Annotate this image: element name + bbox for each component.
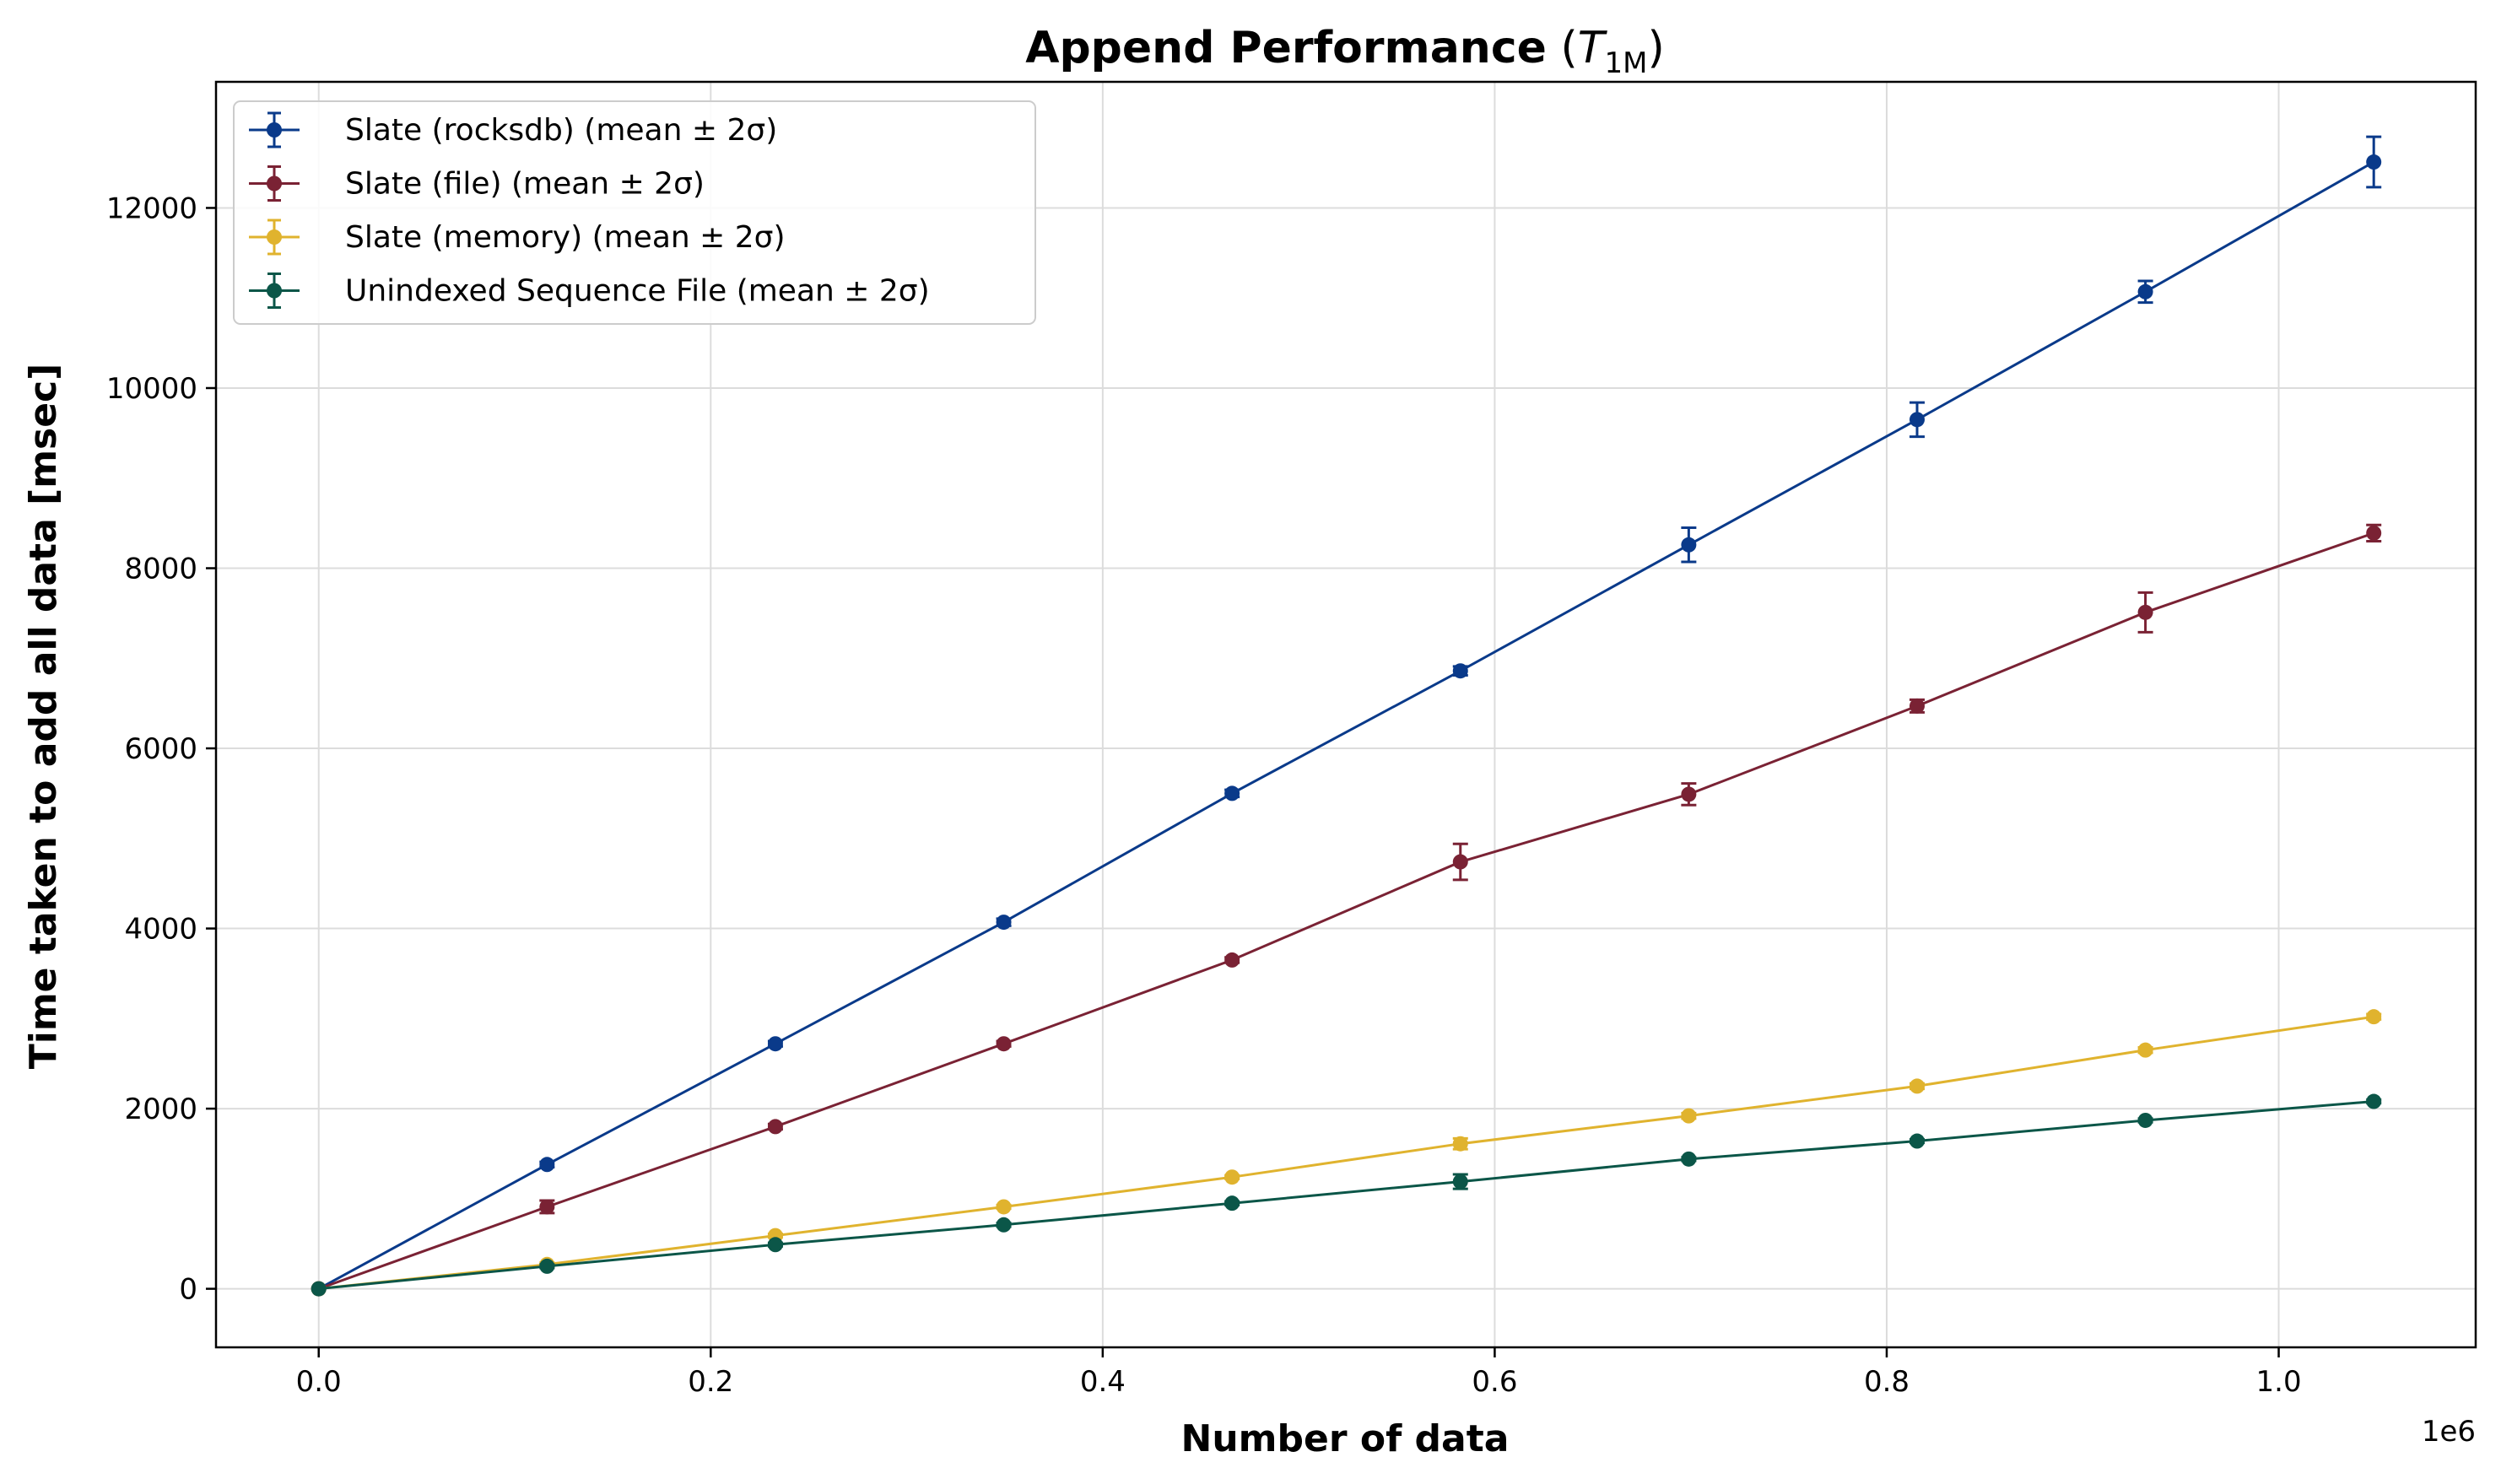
legend-box xyxy=(233,100,1036,325)
data-point xyxy=(1681,1108,1697,1124)
legend-item-1: Slate (rocksdb) (mean ± 2σ) xyxy=(249,111,777,148)
series-2 xyxy=(311,523,2382,1297)
data-point xyxy=(2366,1093,2382,1109)
data-point xyxy=(2366,525,2382,541)
series-line xyxy=(317,160,2374,1290)
y-tick-label: 10000 xyxy=(106,372,197,406)
data-point xyxy=(2137,1042,2153,1058)
data-point xyxy=(2137,604,2153,620)
legend-label: Slate (rocksdb) (mean ± 2σ) xyxy=(345,113,777,148)
data-point xyxy=(1224,785,1240,801)
legend-label: Slate (file) (mean ± 2σ) xyxy=(345,167,705,202)
data-point xyxy=(1452,854,1468,870)
series-4 xyxy=(311,1093,2382,1297)
x-tick-label: 0.6 xyxy=(1472,1365,1517,1399)
axis-ticks: 0.0 0.2 0.4 0.6 0.8 1.0 0 2000 4000 6000 8000 10000… xyxy=(106,192,2302,1399)
data-point xyxy=(311,1281,327,1297)
data-point xyxy=(2366,1009,2382,1025)
legend-label: Unindexed Sequence File (mean ± 2σ) xyxy=(345,274,930,309)
series-layer xyxy=(311,135,2382,1297)
data-point xyxy=(996,1217,1012,1233)
data-point xyxy=(1452,1136,1468,1152)
legend-item-3: Slate (memory) (mean ± 2σ) xyxy=(249,219,786,256)
data-point xyxy=(1681,786,1697,802)
chart-title: Append Performance (T1M) xyxy=(1025,23,1665,80)
data-point xyxy=(1909,412,1925,428)
x-tick-label: 0.8 xyxy=(1864,1365,1910,1399)
chart-title-text: Append Performance xyxy=(1025,23,1547,73)
legend-marker xyxy=(267,122,282,138)
y-axis-label: Time taken to add all data [msec] xyxy=(22,364,65,1070)
data-point xyxy=(539,1199,555,1215)
series-line xyxy=(318,1015,2374,1291)
x-axis-label: Number of data xyxy=(1181,1417,1510,1460)
y-tick-label: 6000 xyxy=(124,732,197,766)
y-tick-label: 2000 xyxy=(124,1093,197,1126)
legend-marker xyxy=(267,283,282,299)
series-line xyxy=(318,532,2374,1291)
data-point xyxy=(767,1119,783,1135)
gridlines xyxy=(216,82,2476,1347)
plot-area-frame xyxy=(214,80,2477,1349)
legend-marker xyxy=(267,229,282,245)
x-tick-label: 1.0 xyxy=(2256,1365,2302,1399)
x-axis-offset-label: 1e6 xyxy=(2422,1415,2476,1449)
data-point xyxy=(1452,1174,1468,1190)
legend-marker xyxy=(267,175,282,192)
data-point xyxy=(767,1036,783,1052)
data-point xyxy=(1909,698,1925,714)
data-point xyxy=(996,1199,1012,1215)
y-tick-label: 0 xyxy=(179,1273,197,1307)
chart-title-math-subscript: 1M xyxy=(1605,46,1648,80)
legend-item-2: Slate (file) (mean ± 2σ) xyxy=(249,165,705,202)
data-point xyxy=(1681,537,1697,553)
y-tick-label: 4000 xyxy=(124,913,197,947)
data-point xyxy=(996,915,1012,931)
x-tick-label: 0.0 xyxy=(296,1365,342,1399)
legend-item-4: Unindexed Sequence File (mean ± 2σ) xyxy=(249,273,930,309)
data-point xyxy=(1681,1151,1697,1167)
series-line xyxy=(318,1100,2374,1291)
y-tick-label: 12000 xyxy=(106,192,197,225)
chart-title-math-base: T xyxy=(1578,23,1608,73)
legend-label: Slate (memory) (mean ± 2σ) xyxy=(345,220,786,255)
legend: Slate (rocksdb) (mean ± 2σ) Slate (file) … xyxy=(233,100,1036,325)
chart-title-math-close: ) xyxy=(1647,23,1664,73)
data-point xyxy=(1452,663,1468,679)
x-tick-label: 0.2 xyxy=(688,1365,733,1399)
data-point xyxy=(1224,1195,1240,1211)
chart-title-math-open: ( xyxy=(1547,23,1578,73)
y-tick-label: 8000 xyxy=(124,553,197,586)
data-point xyxy=(1224,1169,1240,1185)
data-point xyxy=(1224,952,1240,968)
data-point xyxy=(2137,1112,2153,1128)
data-point xyxy=(2366,154,2382,170)
data-point xyxy=(539,1258,555,1274)
data-point xyxy=(1909,1078,1925,1094)
data-point xyxy=(767,1237,783,1253)
data-point xyxy=(996,1036,1012,1052)
x-tick-label: 0.4 xyxy=(1080,1365,1126,1399)
data-point xyxy=(2137,283,2153,299)
series-3 xyxy=(311,1009,2382,1297)
data-point xyxy=(539,1157,555,1173)
data-point xyxy=(1909,1133,1925,1149)
